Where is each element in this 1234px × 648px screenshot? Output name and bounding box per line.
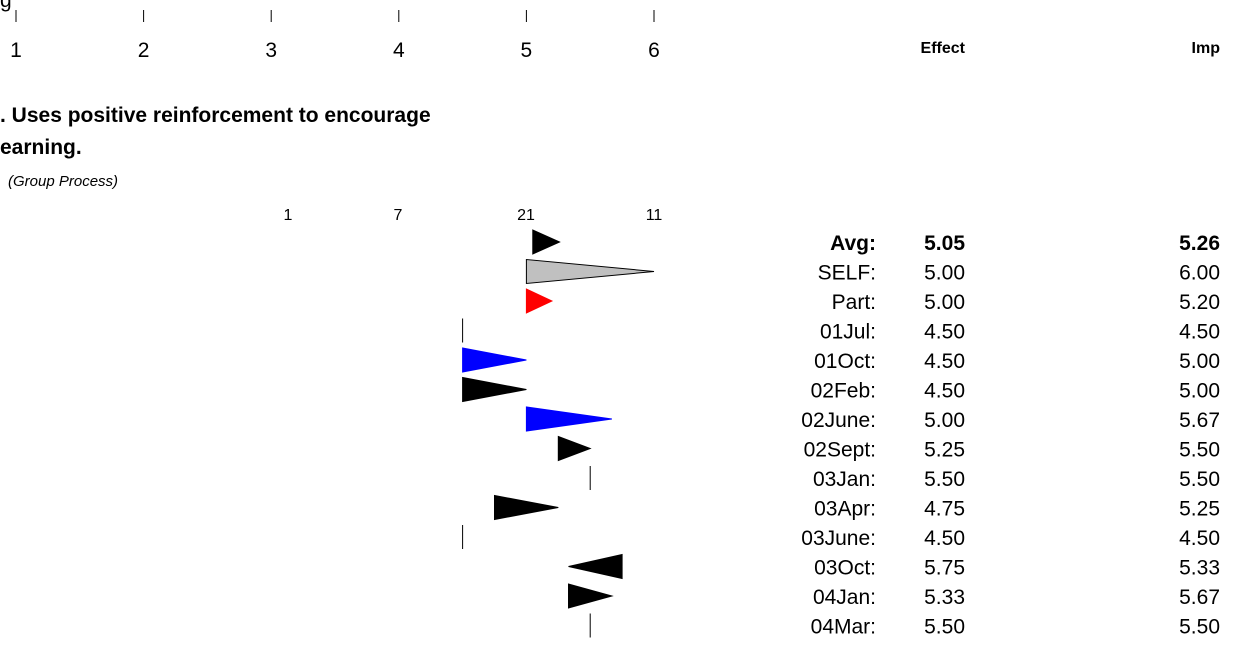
row-marker — [462, 347, 527, 373]
row-effect-value: 5.75 — [924, 557, 965, 580]
row-imp-value: 5.20 — [1179, 291, 1220, 314]
row-marker — [525, 288, 554, 314]
row-label: 02June: — [801, 409, 876, 432]
row-imp-value: 5.50 — [1179, 439, 1220, 462]
row-effect-value: 4.50 — [924, 321, 965, 344]
row-marker — [568, 583, 614, 609]
effect-column-header: Effect — [921, 40, 966, 57]
row-label: Avg: — [830, 232, 876, 255]
scale-label: 5 — [521, 39, 533, 62]
scale-label: 3 — [265, 39, 277, 62]
row-marker — [525, 258, 655, 285]
row-effect-value: 5.50 — [924, 468, 965, 491]
row-label: 02Feb: — [811, 380, 876, 403]
row-effect-value: 5.25 — [924, 439, 965, 462]
imp-column-header: Imp — [1192, 40, 1221, 57]
scale-label: 6 — [648, 39, 660, 62]
row-label: 03Jan: — [813, 468, 876, 491]
row-imp-value: 6.00 — [1179, 262, 1220, 285]
row-marker — [557, 435, 592, 462]
row-imp-value: 5.26 — [1179, 232, 1220, 255]
row-label: SELF: — [818, 262, 876, 285]
row-marker — [525, 406, 612, 432]
row-label: 03June: — [801, 527, 876, 550]
row-label: 04Mar: — [811, 616, 876, 639]
scale-labels: 1 2 3 4 5 6 — [10, 39, 660, 62]
scale-ticks — [15, 10, 655, 22]
question-category: (Group Process) — [8, 173, 118, 190]
row-effect-value: 5.05 — [924, 232, 965, 255]
row-effect-value: 5.33 — [924, 586, 965, 609]
row-label: 02Sept: — [804, 439, 876, 462]
row-imp-value: 5.67 — [1179, 586, 1220, 609]
question-title-line2: earning. — [0, 136, 82, 159]
row-imp-value: 5.00 — [1179, 380, 1220, 403]
row-imp-value: 4.50 — [1179, 321, 1220, 344]
row-effect-value: 4.50 — [924, 380, 965, 403]
question-title-line1: . Uses positive reinforcement to encoura… — [0, 104, 431, 127]
row-label: 03Apr: — [814, 498, 876, 521]
row-effect-value: 5.00 — [924, 262, 965, 285]
row-label: 01Jul: — [820, 321, 876, 344]
row-label: Part: — [832, 291, 876, 314]
row-label: 01Oct: — [814, 350, 876, 373]
row-effect-value: 4.50 — [924, 350, 965, 373]
scale-label: 2 — [138, 39, 150, 62]
count-3: 21 — [517, 207, 535, 224]
row-effect-value: 5.00 — [924, 291, 965, 314]
row-marker — [532, 229, 561, 255]
row-effect-value: 5.00 — [924, 409, 965, 432]
row-label: 03Oct: — [814, 557, 876, 580]
count-2: 7 — [394, 207, 403, 224]
row-imp-value: 5.50 — [1179, 616, 1220, 639]
row-effect-value: 4.75 — [924, 498, 965, 521]
row-imp-value: 5.50 — [1179, 468, 1220, 491]
row-effect-value: 5.50 — [924, 616, 965, 639]
row-effect-value: 4.50 — [924, 527, 965, 550]
row-marker — [462, 376, 527, 403]
scale-label: 4 — [393, 39, 405, 62]
row-imp-value: 5.25 — [1179, 498, 1220, 521]
data-rows: Avg: 5.05 5.26 SELF: 5.00 6.00 Part: 5.00 5.20 01… — [462, 229, 1220, 639]
scale-label: 1 — [10, 39, 22, 62]
truncated-title: g — [0, 0, 12, 12]
count-1: 1 — [284, 207, 293, 224]
row-label: 04Jan: — [813, 586, 876, 609]
row-imp-value: 5.33 — [1179, 557, 1220, 580]
row-imp-value: 5.00 — [1179, 350, 1220, 373]
row-marker — [568, 553, 623, 580]
row-imp-value: 4.50 — [1179, 527, 1220, 550]
row-imp-value: 5.67 — [1179, 409, 1220, 432]
row-marker — [494, 494, 559, 521]
count-4: 11 — [646, 207, 663, 224]
